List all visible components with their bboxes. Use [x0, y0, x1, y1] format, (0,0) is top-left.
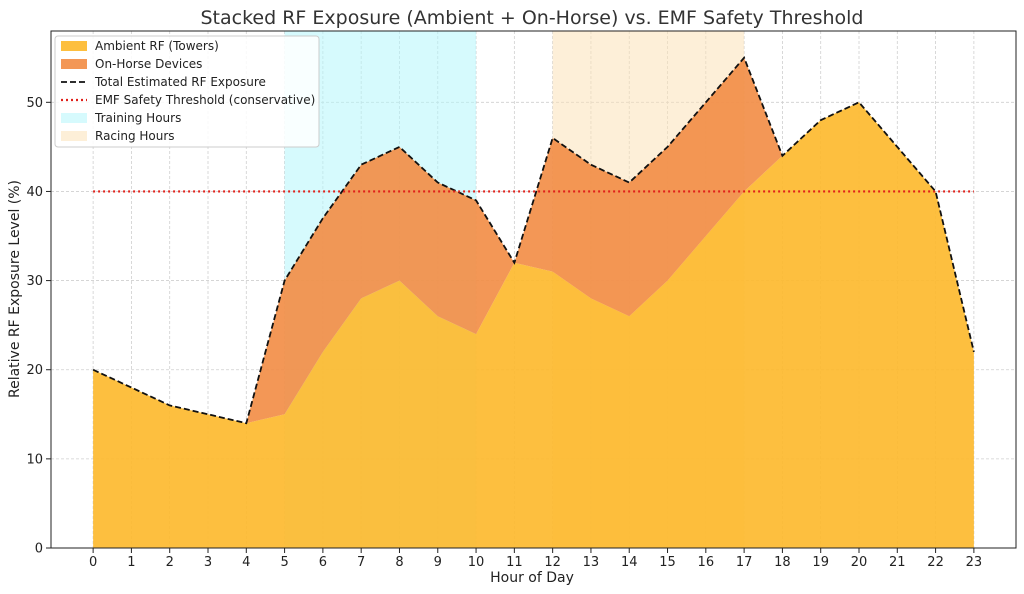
line-total-exposure — [92, 56, 975, 425]
y-tick-label: 40 — [26, 185, 43, 200]
x-tick-label: 6 — [319, 555, 327, 570]
x-tick-label: 15 — [659, 555, 676, 570]
legend-item-total-exposure-label: Total Estimated RF Exposure — [94, 75, 266, 89]
x-axis-label: Hour of Day — [490, 570, 574, 586]
y-tick-label: 10 — [26, 452, 43, 467]
y-tick-label: 30 — [26, 274, 43, 289]
x-tick-label: 9 — [434, 555, 442, 570]
x-tick-label: 0 — [89, 555, 97, 570]
legend-item-training-hours-label: Training Hours — [94, 111, 181, 125]
x-tick-label: 18 — [774, 555, 791, 570]
area-on-horse-devices — [93, 57, 974, 424]
x-tick-label: 14 — [621, 555, 638, 570]
legend-item-racing-hours-swatch — [61, 131, 87, 141]
x-tick-label: 8 — [395, 555, 403, 570]
x-tick-label: 7 — [357, 555, 365, 570]
y-tick-label: 50 — [26, 96, 43, 111]
x-tick-label: 22 — [927, 555, 944, 570]
x-tick-label: 3 — [204, 555, 212, 570]
x-tick-label: 4 — [242, 555, 250, 570]
area-series — [93, 57, 974, 548]
legend-item-ambient-rf-swatch — [61, 41, 87, 51]
x-tick-label: 5 — [280, 555, 288, 570]
x-tick-label: 21 — [889, 555, 906, 570]
y-axis-label: Relative RF Exposure Level (%) — [7, 180, 23, 398]
legend: Ambient RF (Towers) On-Horse Devices Total… — [54, 35, 320, 148]
chart-title: Stacked RF Exposure (Ambient + On-Horse)… — [201, 7, 864, 29]
y-tick-label: 0 — [35, 542, 43, 557]
x-tick-label: 20 — [851, 555, 868, 570]
legend-item-on-horse-devices-label: On-Horse Devices — [95, 57, 202, 71]
x-tick-label: 13 — [583, 555, 600, 570]
area-ambient-rf — [93, 102, 974, 548]
x-tick-label: 12 — [544, 555, 561, 570]
x-tick-label: 16 — [698, 555, 715, 570]
x-tick-label: 1 — [127, 555, 135, 570]
legend-item-training-hours-swatch — [61, 113, 87, 123]
legend-item-threshold-label: EMF Safety Threshold (conservative) — [95, 93, 315, 107]
legend-item-ambient-rf-label: Ambient RF (Towers) — [95, 39, 219, 53]
x-tick-label: 23 — [966, 555, 983, 570]
x-tick-label: 19 — [812, 555, 829, 570]
line-series — [92, 56, 975, 425]
x-tick-label: 10 — [468, 555, 485, 570]
plot-frame — [50, 30, 1017, 549]
legend-box — [54, 35, 320, 148]
x-tick-label: 2 — [166, 555, 174, 570]
x-tick-label: 17 — [736, 555, 753, 570]
axes: 0 1 2 3 4 5 6 7 8 9 10 11 12 13 14 15 16 17 18 19 20 21 22 2301… — [26, 30, 1017, 570]
y-tick-label: 20 — [26, 363, 43, 378]
x-tick-label: 11 — [506, 555, 523, 570]
legend-item-on-horse-devices-swatch — [61, 59, 87, 69]
legend-item-racing-hours-label: Racing Hours — [95, 129, 175, 143]
